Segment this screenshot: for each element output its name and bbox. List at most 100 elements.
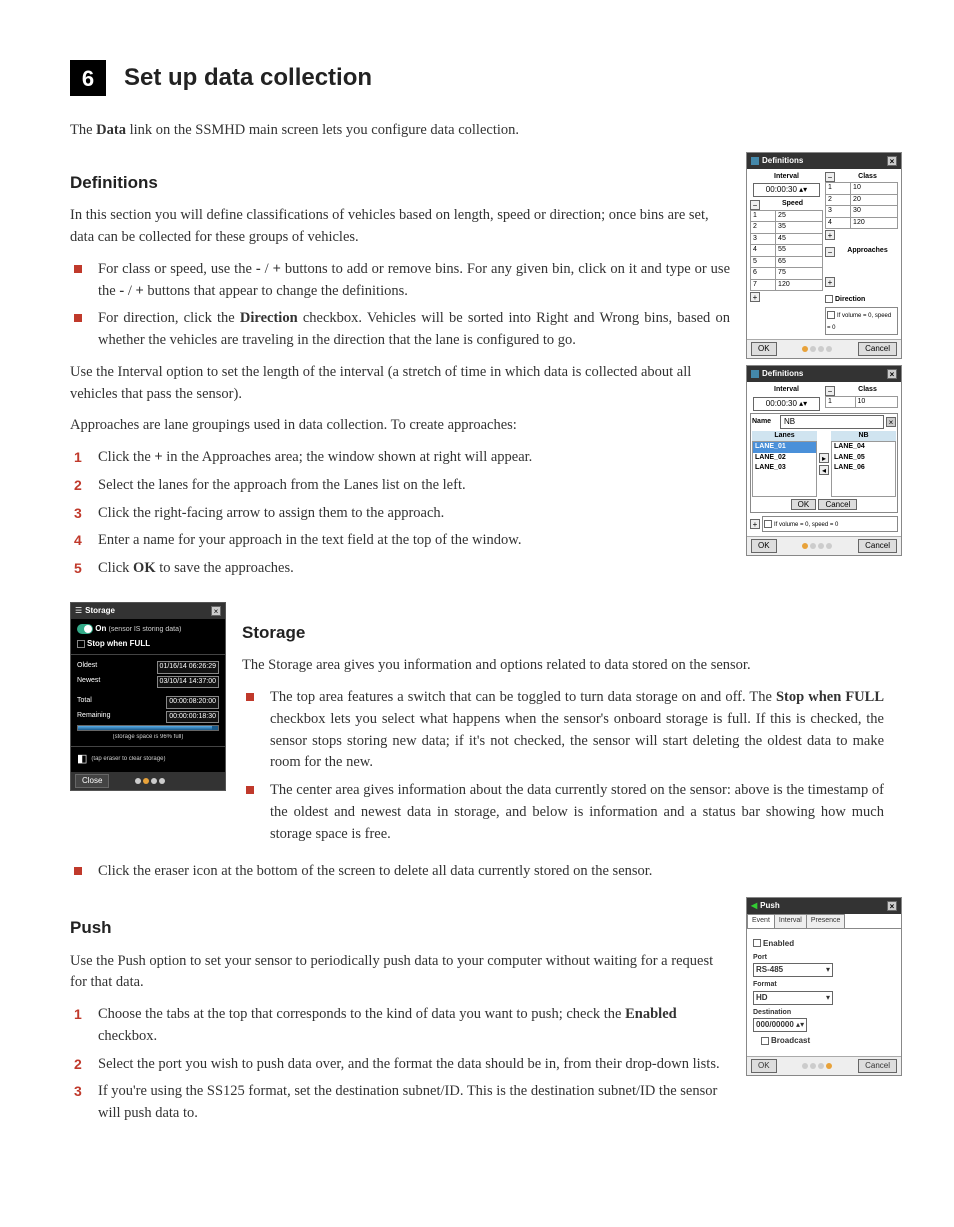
on-label: On bbox=[95, 624, 106, 633]
volzero-checkbox[interactable] bbox=[827, 311, 835, 319]
nb-heading: NB bbox=[831, 431, 896, 442]
ok-button[interactable]: OK bbox=[751, 539, 777, 553]
ok-button[interactable]: OK bbox=[791, 499, 817, 510]
class-label: Class bbox=[837, 172, 898, 183]
storage-bullet-1: The top area features a switch that can … bbox=[270, 687, 884, 774]
cancel-button[interactable]: Cancel bbox=[858, 342, 897, 356]
speed-bins-table[interactable]: 1252353454555656757120 bbox=[750, 210, 823, 292]
interval-value[interactable]: 00:00:30 ▴▾ bbox=[753, 397, 820, 411]
speed-label: Speed bbox=[762, 199, 823, 210]
direction-checkbox[interactable] bbox=[825, 295, 833, 303]
broadcast-label: Broadcast bbox=[771, 1036, 810, 1045]
defs-bullet-2: For direction, click the Direction check… bbox=[98, 308, 730, 352]
definitions-panel-title: Definitions bbox=[762, 155, 803, 167]
class-minus[interactable]: − bbox=[825, 172, 835, 182]
defs-p1: In this section you will define classifi… bbox=[70, 205, 730, 249]
step-number: 6 bbox=[70, 60, 106, 96]
defs-bullet-1: For class or speed, use the - / + button… bbox=[98, 259, 730, 303]
arrow-right-icon[interactable]: ▸ bbox=[819, 453, 829, 463]
cancel-button[interactable]: Cancel bbox=[858, 539, 897, 553]
panel-icon bbox=[751, 370, 759, 378]
defs-step-1: Click the + in the Approaches area; the … bbox=[98, 447, 730, 469]
remaining-label: Remaining bbox=[77, 711, 110, 724]
destination-input[interactable]: 000/00000 ▴▾ bbox=[753, 1018, 807, 1032]
lanes-heading: Lanes bbox=[752, 431, 817, 442]
port-label: Port bbox=[753, 953, 895, 964]
on-note: (sensor IS storing data) bbox=[109, 626, 182, 633]
push-panel: ◀Push× Event Interval Presence Enabled P… bbox=[746, 897, 902, 1076]
eraser-note: (tap eraser to clear storage) bbox=[91, 755, 165, 764]
speed-plus[interactable]: + bbox=[750, 292, 760, 302]
defs-step-5: Click OK to save the approaches. bbox=[98, 558, 730, 580]
interval-value[interactable]: 00:00:30 ▴▾ bbox=[753, 183, 820, 197]
destination-label: Destination bbox=[753, 1008, 895, 1019]
storage-pct: (storage space is 96% full) bbox=[77, 733, 219, 742]
eraser-icon[interactable]: ◧ bbox=[77, 751, 87, 768]
appr-minus[interactable]: − bbox=[825, 247, 835, 257]
volzero-checkbox[interactable] bbox=[764, 520, 772, 528]
tab-event[interactable]: Event bbox=[747, 914, 775, 928]
chevron-down-icon: ▾ bbox=[826, 992, 830, 1004]
panel-icon bbox=[751, 157, 759, 165]
remaining-value: 00:00:00:18:30 bbox=[166, 711, 219, 724]
close-icon[interactable]: × bbox=[887, 156, 897, 166]
storage-panel-title: Storage bbox=[85, 605, 115, 617]
volzero-label: If volume = 0, speed = 0 bbox=[774, 522, 838, 528]
push-icon: ◀ bbox=[751, 900, 757, 912]
approach-name-input[interactable]: NB bbox=[780, 415, 884, 429]
approaches-panel-title: Definitions bbox=[762, 368, 803, 380]
format-label: Format bbox=[753, 980, 895, 991]
cancel-button[interactable]: Cancel bbox=[818, 499, 857, 510]
total-value: 00:00:08:20:00 bbox=[166, 696, 219, 709]
definitions-panel: Definitions× Interval 00:00:30 ▴▾ −Speed… bbox=[746, 152, 902, 360]
port-dropdown[interactable]: RS-485▾ bbox=[753, 963, 833, 977]
interval-label: Interval bbox=[750, 172, 823, 183]
class-label: Class bbox=[837, 385, 898, 396]
approaches-label: Approaches bbox=[837, 246, 898, 257]
arrow-left-icon[interactable]: ◂ bbox=[819, 465, 829, 475]
push-heading: Push bbox=[70, 915, 730, 941]
close-icon[interactable]: × bbox=[886, 417, 896, 427]
push-p1: Use the Push option to set your sensor t… bbox=[70, 951, 730, 995]
direction-label: Direction bbox=[835, 296, 865, 303]
interval-label: Interval bbox=[750, 385, 823, 396]
enabled-checkbox[interactable] bbox=[753, 939, 761, 947]
close-icon[interactable]: × bbox=[887, 901, 897, 911]
tab-interval[interactable]: Interval bbox=[774, 914, 807, 928]
name-label: Name bbox=[752, 417, 780, 428]
definitions-heading: Definitions bbox=[70, 170, 730, 196]
storage-bullet-3: Click the eraser icon at the bottom of t… bbox=[98, 861, 884, 883]
appr-plus[interactable]: + bbox=[825, 277, 835, 287]
push-step-2: Select the port you wish to push data ov… bbox=[98, 1054, 730, 1076]
class-minus[interactable]: − bbox=[825, 386, 835, 396]
cancel-button[interactable]: Cancel bbox=[858, 1059, 897, 1073]
oldest-label: Oldest bbox=[77, 661, 97, 674]
newest-label: Newest bbox=[77, 676, 100, 689]
defs-step-4: Enter a name for your approach in the te… bbox=[98, 530, 730, 552]
defs-step-3: Click the right-facing arrow to assign t… bbox=[98, 503, 730, 525]
broadcast-checkbox[interactable] bbox=[761, 1037, 769, 1045]
class-bins-table[interactable]: 1102203304120 bbox=[825, 182, 898, 229]
chevron-down-icon: ▾ bbox=[826, 964, 830, 976]
close-icon[interactable]: × bbox=[211, 606, 221, 616]
storage-toggle[interactable] bbox=[77, 624, 93, 634]
push-step-3: If you're using the SS125 format, set th… bbox=[98, 1081, 730, 1125]
stop-when-full-checkbox[interactable] bbox=[77, 640, 85, 648]
storage-bullet-2: The center area gives information about … bbox=[270, 780, 884, 845]
tab-presence[interactable]: Presence bbox=[806, 914, 846, 928]
storage-p1: The Storage area gives you information a… bbox=[242, 655, 884, 677]
class-plus[interactable]: + bbox=[825, 230, 835, 240]
section-title: Set up data collection bbox=[124, 60, 372, 96]
appr-plus[interactable]: + bbox=[750, 519, 760, 529]
speed-minus[interactable]: − bbox=[750, 200, 760, 210]
approaches-panel: Definitions × Interval 00:00:30 ▴▾ −Class… bbox=[746, 365, 902, 556]
format-dropdown[interactable]: HD▾ bbox=[753, 991, 833, 1005]
defs-step-2: Select the lanes for the approach from t… bbox=[98, 475, 730, 497]
total-label: Total bbox=[77, 696, 92, 709]
volzero-label: If volume = 0, speed = 0 bbox=[827, 313, 891, 331]
close-icon[interactable]: × bbox=[887, 369, 897, 379]
close-button[interactable]: Close bbox=[75, 774, 109, 788]
ok-button[interactable]: OK bbox=[751, 342, 777, 356]
storage-heading: Storage bbox=[242, 620, 884, 646]
ok-button[interactable]: OK bbox=[751, 1059, 777, 1073]
